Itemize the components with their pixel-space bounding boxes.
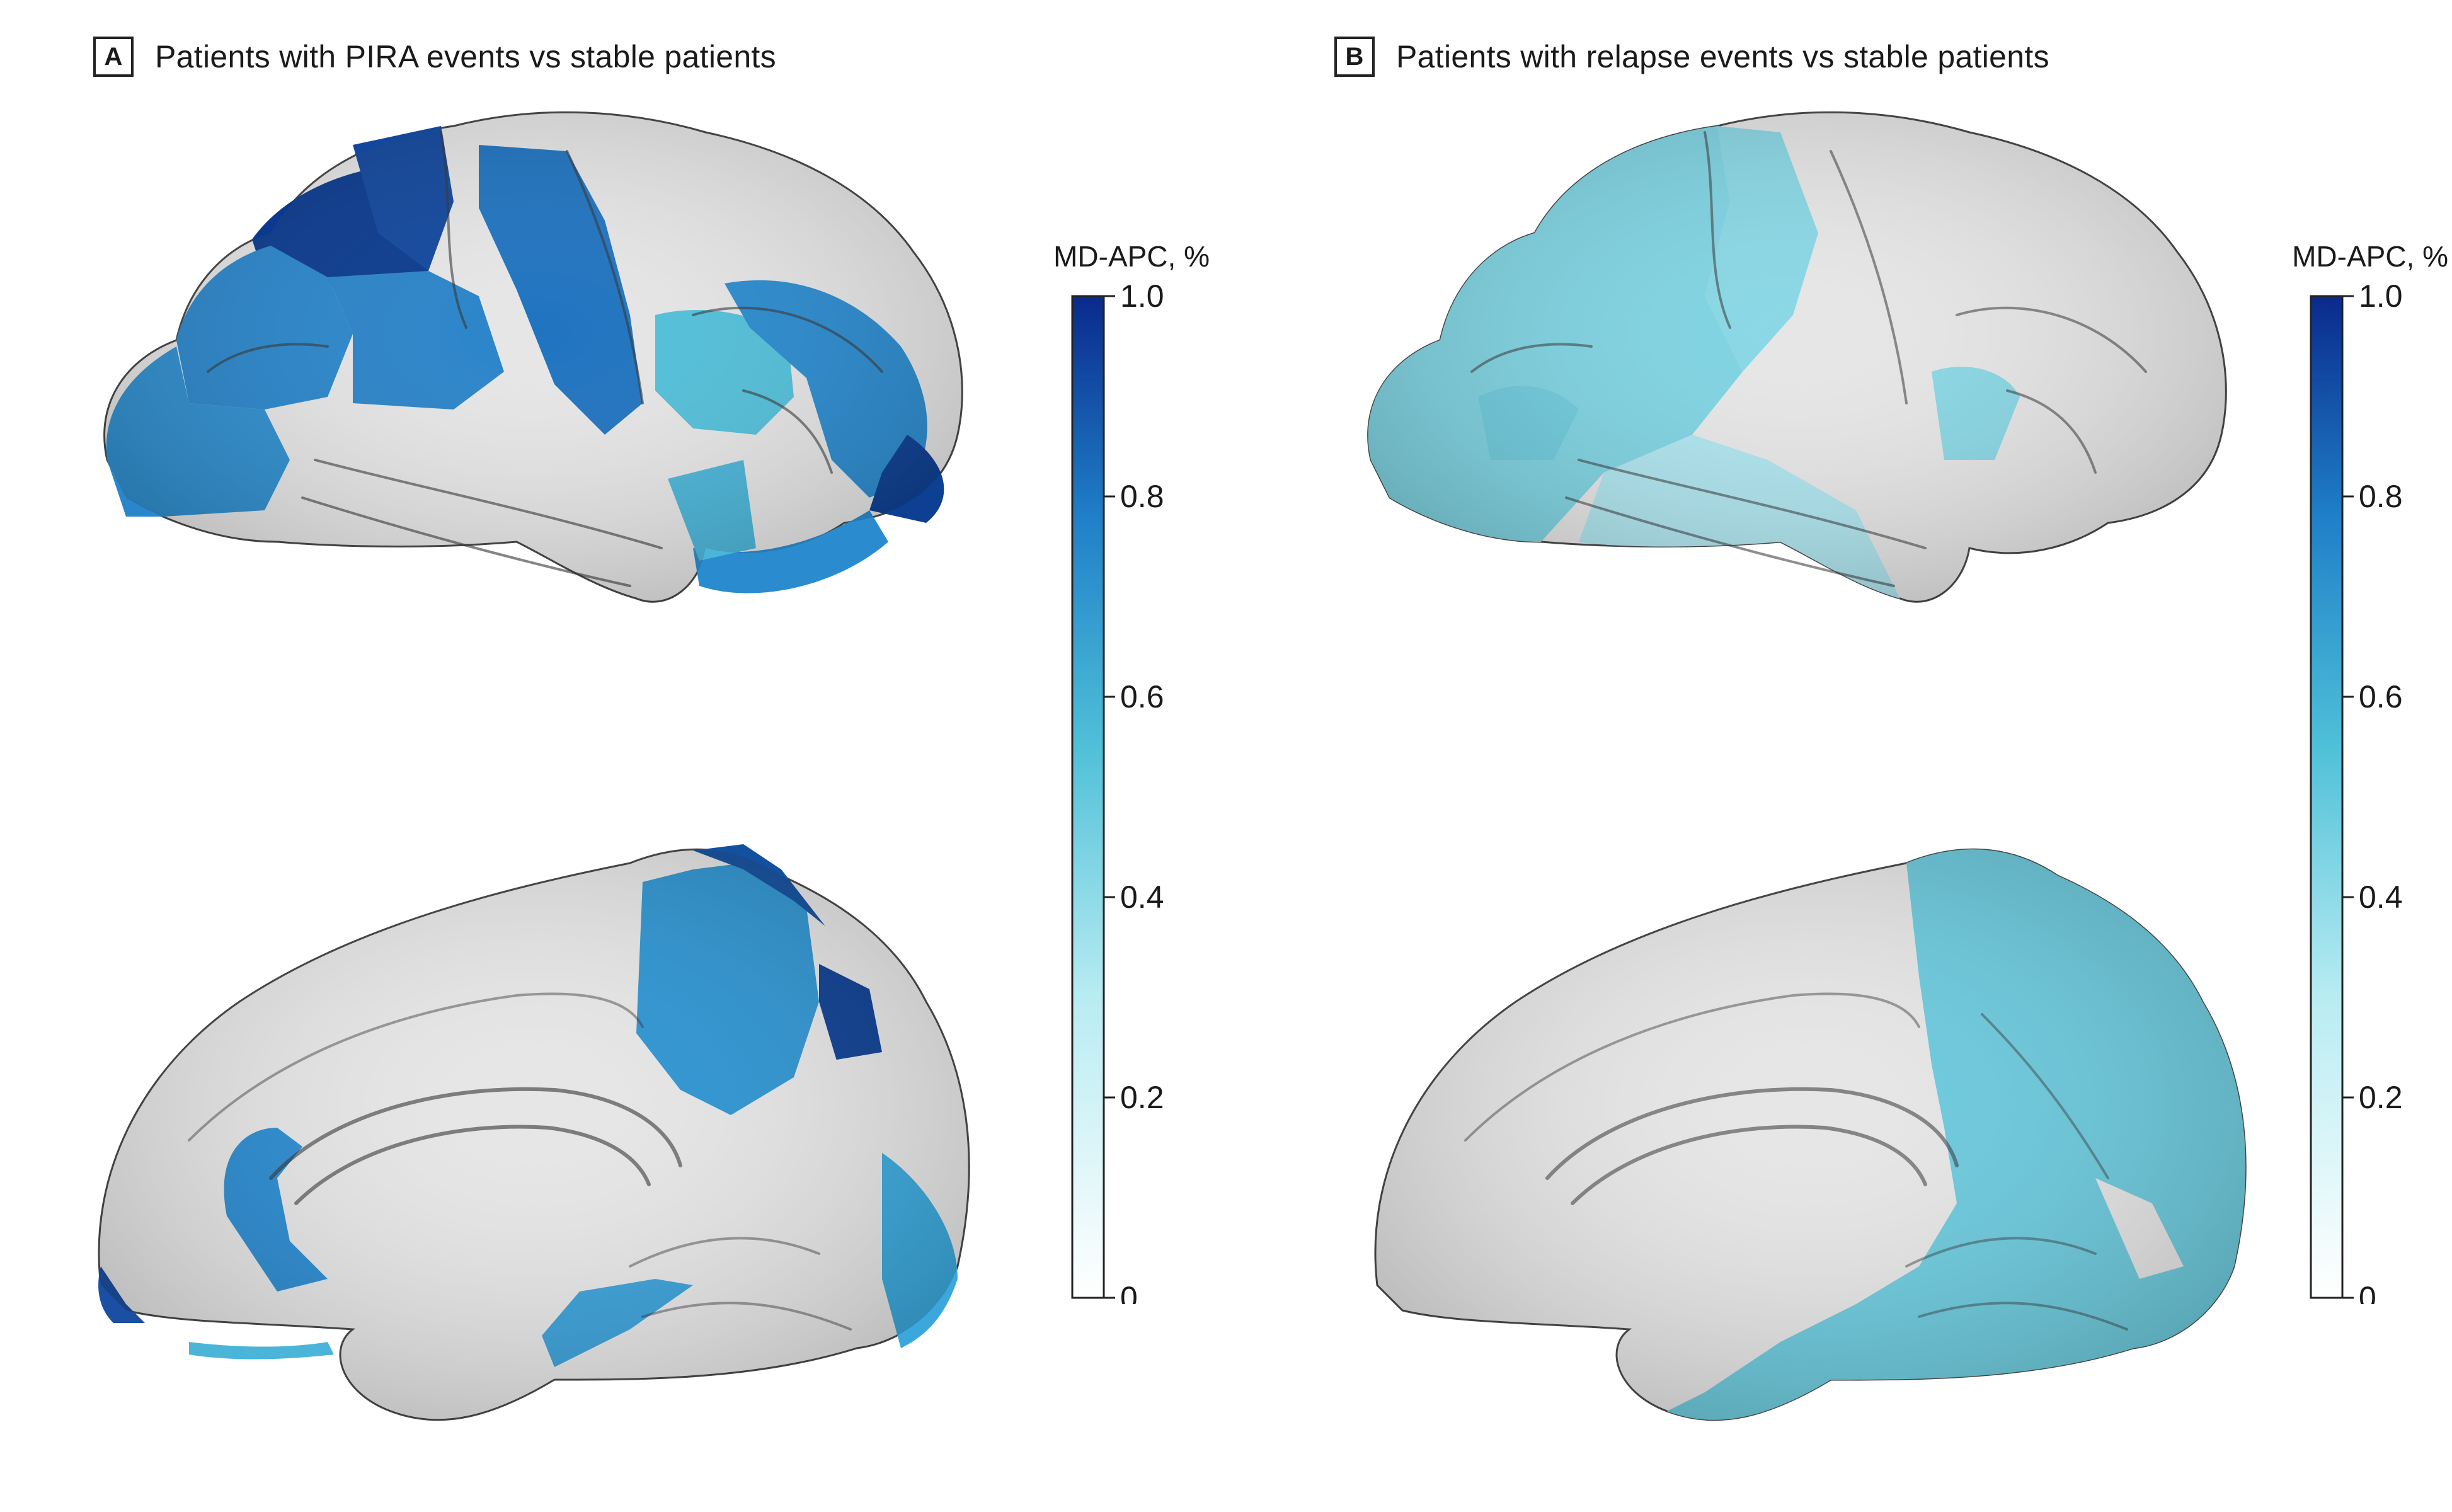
colorbar-tick-label: 1.0 — [2359, 284, 2403, 314]
panel-b-medial-brain — [1374, 848, 2247, 1421]
panel-a-medial-brain — [98, 844, 970, 1421]
panel-b-colorbar-graphic: 0 0.2 0.4 0.6 0.8 1.0 — [2310, 284, 2403, 1304]
panel-b-colorbar-title: MD-APC, % — [2292, 240, 2448, 273]
colorbar-tick-label: 0.4 — [2359, 879, 2403, 915]
colorbar-tick-label: 0.6 — [2359, 679, 2403, 714]
panel-a-lateral-brain — [103, 111, 963, 603]
colorbar-tick-label: 0.6 — [1120, 679, 1164, 714]
panel-a-colorbar-title: MD-APC, % — [1053, 240, 1210, 273]
colorbar-tick-label: 0.4 — [1120, 879, 1164, 915]
panel-b: B Patients with relapse events vs stable… — [1226, 0, 2452, 1512]
panel-b-header: B Patients with relapse events vs stable… — [1334, 35, 2049, 79]
panel-a: A Patients with PIRA events vs stable pa… — [93, 35, 1210, 1421]
colorbar-tick-label: 0.8 — [1120, 479, 1164, 514]
colorbar-tick-label: 0 — [1120, 1280, 1138, 1304]
parcel — [107, 460, 164, 517]
panel-b-colorbar: MD-APC, % 0 0.2 0.4 0.6 0.8 1.0 — [2240, 239, 2448, 1323]
panel-a-letter: A — [93, 37, 134, 77]
panel-b-letter: B — [1334, 37, 1375, 77]
panel-a-header: A Patients with PIRA events vs stable pa… — [93, 35, 776, 79]
panel-b-lateral-brain — [1367, 111, 2227, 603]
colorbar-tick-label: 0.2 — [2359, 1080, 2403, 1115]
parcel — [189, 1342, 334, 1360]
colorbar-tick-label: 0 — [2359, 1280, 2376, 1304]
colorbar-tick-label: 1.0 — [1120, 284, 1164, 314]
panel-a-colorbar: MD-APC, % 0 0.2 0.4 0.6 0.8 1.0 — [1002, 239, 1210, 1323]
panel-a-colorbar-graphic: 0 0.2 0.4 0.6 0.8 1.0 — [1071, 284, 1164, 1304]
panel-a-title: Patients with PIRA events vs stable pati… — [155, 39, 776, 74]
panel-b-title: Patients with relapse events vs stable p… — [1396, 39, 2049, 74]
colorbar-tick-label: 0.2 — [1120, 1080, 1164, 1115]
colorbar-tick-label: 0.8 — [2359, 479, 2403, 514]
parcel — [693, 510, 888, 593]
